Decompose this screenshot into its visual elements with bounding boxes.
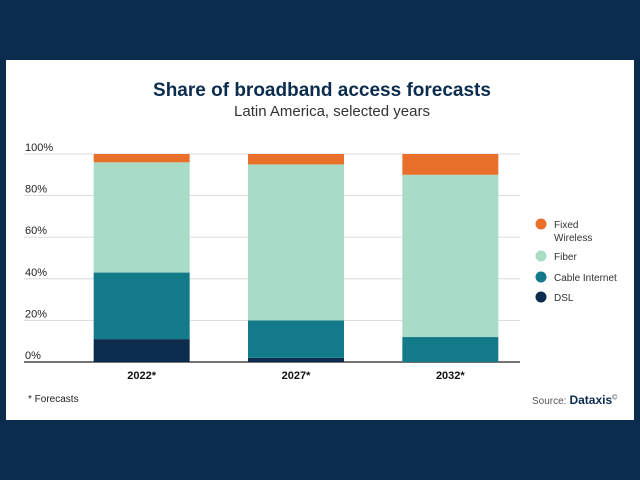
legend-label: DSL <box>554 293 574 304</box>
source-brand: Dataxis <box>569 393 613 407</box>
legend-label: Cable Internet <box>554 273 617 284</box>
source-mark: © <box>612 394 618 402</box>
chart-title: Share of broadband access forecasts <box>153 80 491 101</box>
x-tick-label: 2032* <box>436 370 465 382</box>
source-credit: Source: Dataxis© <box>532 393 617 407</box>
legend-marker <box>535 291 547 303</box>
y-tick-label: 0% <box>25 350 41 362</box>
bar-segment <box>93 154 190 163</box>
legend-marker <box>535 271 547 283</box>
x-tick-label: 2027* <box>282 370 311 382</box>
bar-segment <box>402 154 499 175</box>
x-axis-ticks: 2022* 2027* 2032* <box>127 370 465 382</box>
bar-segment <box>402 174 499 338</box>
bar-segment <box>93 162 190 273</box>
bar-segment <box>248 164 344 321</box>
x-tick-label: 2022* <box>127 370 156 382</box>
y-tick-label: 20% <box>25 308 47 320</box>
bar-segment <box>248 357 344 362</box>
y-tick-label: 60% <box>25 225 47 237</box>
bars <box>93 154 499 362</box>
legend-label: Fixed Wireless <box>554 220 592 244</box>
bar-segment <box>248 154 344 165</box>
legend: Fixed Wireless Fiber Cable Internet DSL <box>535 218 617 304</box>
y-tick-label: 80% <box>25 184 47 196</box>
chart-subtitle: Latin America, selected years <box>234 103 430 120</box>
y-tick-label: 40% <box>25 267 47 279</box>
legend-label: Fiber <box>554 252 577 263</box>
footnote: * Forecasts <box>28 394 79 405</box>
source-label: Source: <box>532 396 567 407</box>
bar-segment <box>402 337 499 362</box>
y-tick-label: 100% <box>25 142 53 154</box>
y-axis-ticks: 0% 20% 40% 60% 80% 100% <box>25 142 53 362</box>
legend-marker <box>535 250 547 262</box>
legend-marker <box>535 218 547 230</box>
bar-segment <box>93 272 190 340</box>
bar-segment <box>248 320 344 358</box>
bar-segment <box>93 339 190 362</box>
